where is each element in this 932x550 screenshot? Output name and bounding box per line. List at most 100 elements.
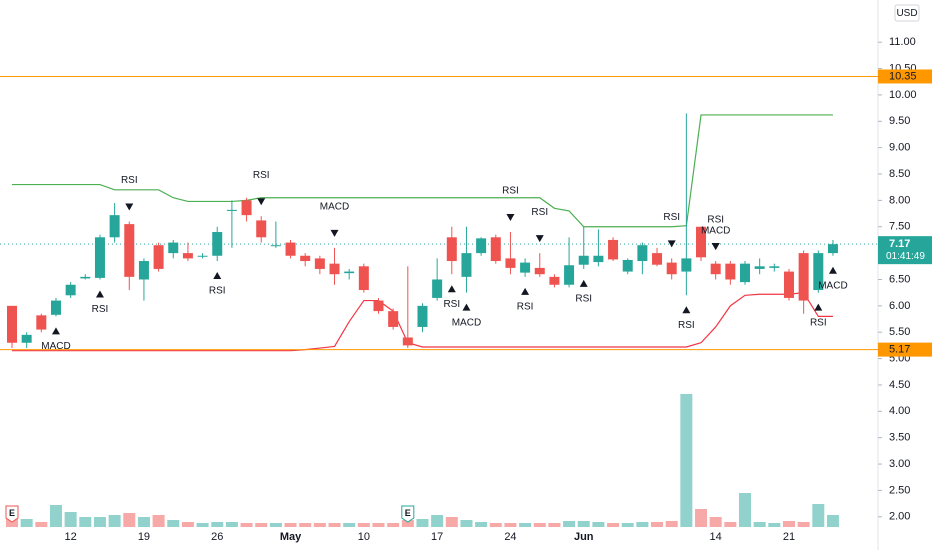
volume-bar [577,521,590,527]
earnings-label: E [405,508,411,518]
candle-body [666,262,677,275]
y-tick-label: 8.50 [889,168,910,180]
volume-bar [255,523,268,527]
signal-arrow [213,272,222,280]
signal-arrow [125,203,134,211]
volume-bar [49,505,62,527]
candle-body [549,276,560,285]
candle-body [168,242,179,254]
signal-label: MACD [701,226,730,237]
signal-arrow [682,306,691,314]
volume-bar [123,513,136,527]
volume-bar [797,522,810,527]
volume-bar [387,523,400,527]
y-tick-label: 9.00 [889,142,910,154]
signal-label: RSI [810,317,827,328]
volume-bar [445,517,458,527]
candle-body [534,267,545,275]
candle-body [344,271,355,274]
volume-bar [108,515,121,527]
candle-body [270,245,281,247]
signal-arrow [828,266,837,274]
currency-badge[interactable] [894,4,920,22]
candle-body [696,226,707,258]
y-tick-label: 11.00 [889,36,916,48]
price-line-badge [878,342,932,357]
candle-body [725,263,736,280]
volume-bar [519,523,532,527]
candle-body [798,253,809,301]
x-tick-label: 21 [783,531,795,543]
signal-arrow [95,290,104,298]
candle-body [153,245,164,269]
y-tick-label: 7.50 [889,221,910,233]
price-line-label: 5.17 [889,344,910,356]
candle-body [314,258,325,269]
signal-arrow [51,327,60,335]
x-tick-label: Jun [574,531,594,543]
volume-bar [489,523,502,527]
candle-body [65,284,76,296]
volume-bar [695,509,708,527]
price-line-badge [878,69,932,84]
signal-arrow [521,287,530,295]
volume-bar [460,520,473,527]
signal-label: RSI [92,304,109,315]
signal-label: RSI [531,207,548,218]
signal-label: RSI [443,299,460,310]
x-tick-label: 12 [65,531,77,543]
candle-body [50,300,61,315]
volume-bar [431,515,444,527]
signal-arrow [579,279,588,287]
candle-body [388,311,399,327]
candle-body [80,276,91,279]
candle-body [652,253,663,265]
y-tick-label: 6.00 [889,300,910,312]
candle-body [461,253,472,277]
candle-body [285,242,296,256]
candle-body [373,300,384,312]
signal-arrow [462,303,471,311]
candle-body [138,261,149,280]
y-tick-label: 9.50 [889,115,910,127]
y-tick-label: 3.00 [889,458,910,470]
candle-body [7,305,17,343]
signal-label: RSI [253,170,270,181]
candle-body [564,265,575,285]
volume-bar [137,517,150,527]
candle-body [622,259,633,272]
candle-body [109,215,120,238]
candle-body [241,200,252,216]
signal-arrow [814,303,823,311]
volume-bar [533,523,546,527]
last-price-badge [878,236,932,265]
candle-body [300,255,311,262]
y-tick-label: 2.00 [889,511,910,523]
plot: 11.0010.5010.009.509.008.508.007.507.006… [0,36,917,543]
candle-body [329,263,340,275]
x-tick-label: 19 [138,531,150,543]
signal-arrow [667,240,676,248]
volume-bar [621,523,634,527]
volume-bar [20,519,33,527]
signal-arrow [447,285,456,293]
volume-bar [196,523,209,527]
signal-label: RSI [663,212,680,223]
volume-bar [64,512,77,527]
x-tick-label: 24 [504,531,516,543]
volume-bar [343,523,356,527]
volume-bar [812,504,825,527]
volume-bar [167,520,180,527]
candle-body [226,209,237,211]
candle-body [432,279,443,298]
signal-label: RSI [707,215,724,226]
volume-bar [284,523,297,527]
x-tick-label: 17 [431,531,443,543]
volume-bar [475,522,488,527]
candle-body [578,255,589,265]
signal-label: RSI [502,186,519,197]
volume-bar [826,515,839,527]
y-tick-label: 3.50 [889,432,910,444]
candle-body [197,255,208,257]
